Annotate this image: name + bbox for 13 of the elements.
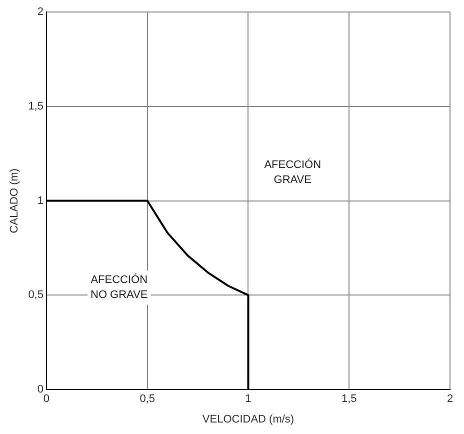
y-tick-label: 2 (37, 6, 44, 18)
x-tick-label: 0,5 (140, 393, 156, 406)
annotation: AFECCIÓN NO GRAVE (90, 273, 148, 302)
x-tick-label: 1,5 (341, 393, 357, 406)
y-tick-label: 1,5 (28, 100, 44, 112)
annotation: AFECCIÓN GRAVE (264, 158, 322, 186)
y-tick-label: 0,5 (28, 289, 44, 302)
x-axis-title: VELOCIDAD (m/s) (202, 413, 294, 426)
x-tick-label: 2 (446, 393, 454, 406)
y-tick-label: 1 (37, 194, 44, 207)
y-axis-title: CALADO (m) (8, 168, 21, 234)
y-tick-label: 0 (37, 384, 44, 396)
x-tick-label: 1 (245, 393, 252, 406)
